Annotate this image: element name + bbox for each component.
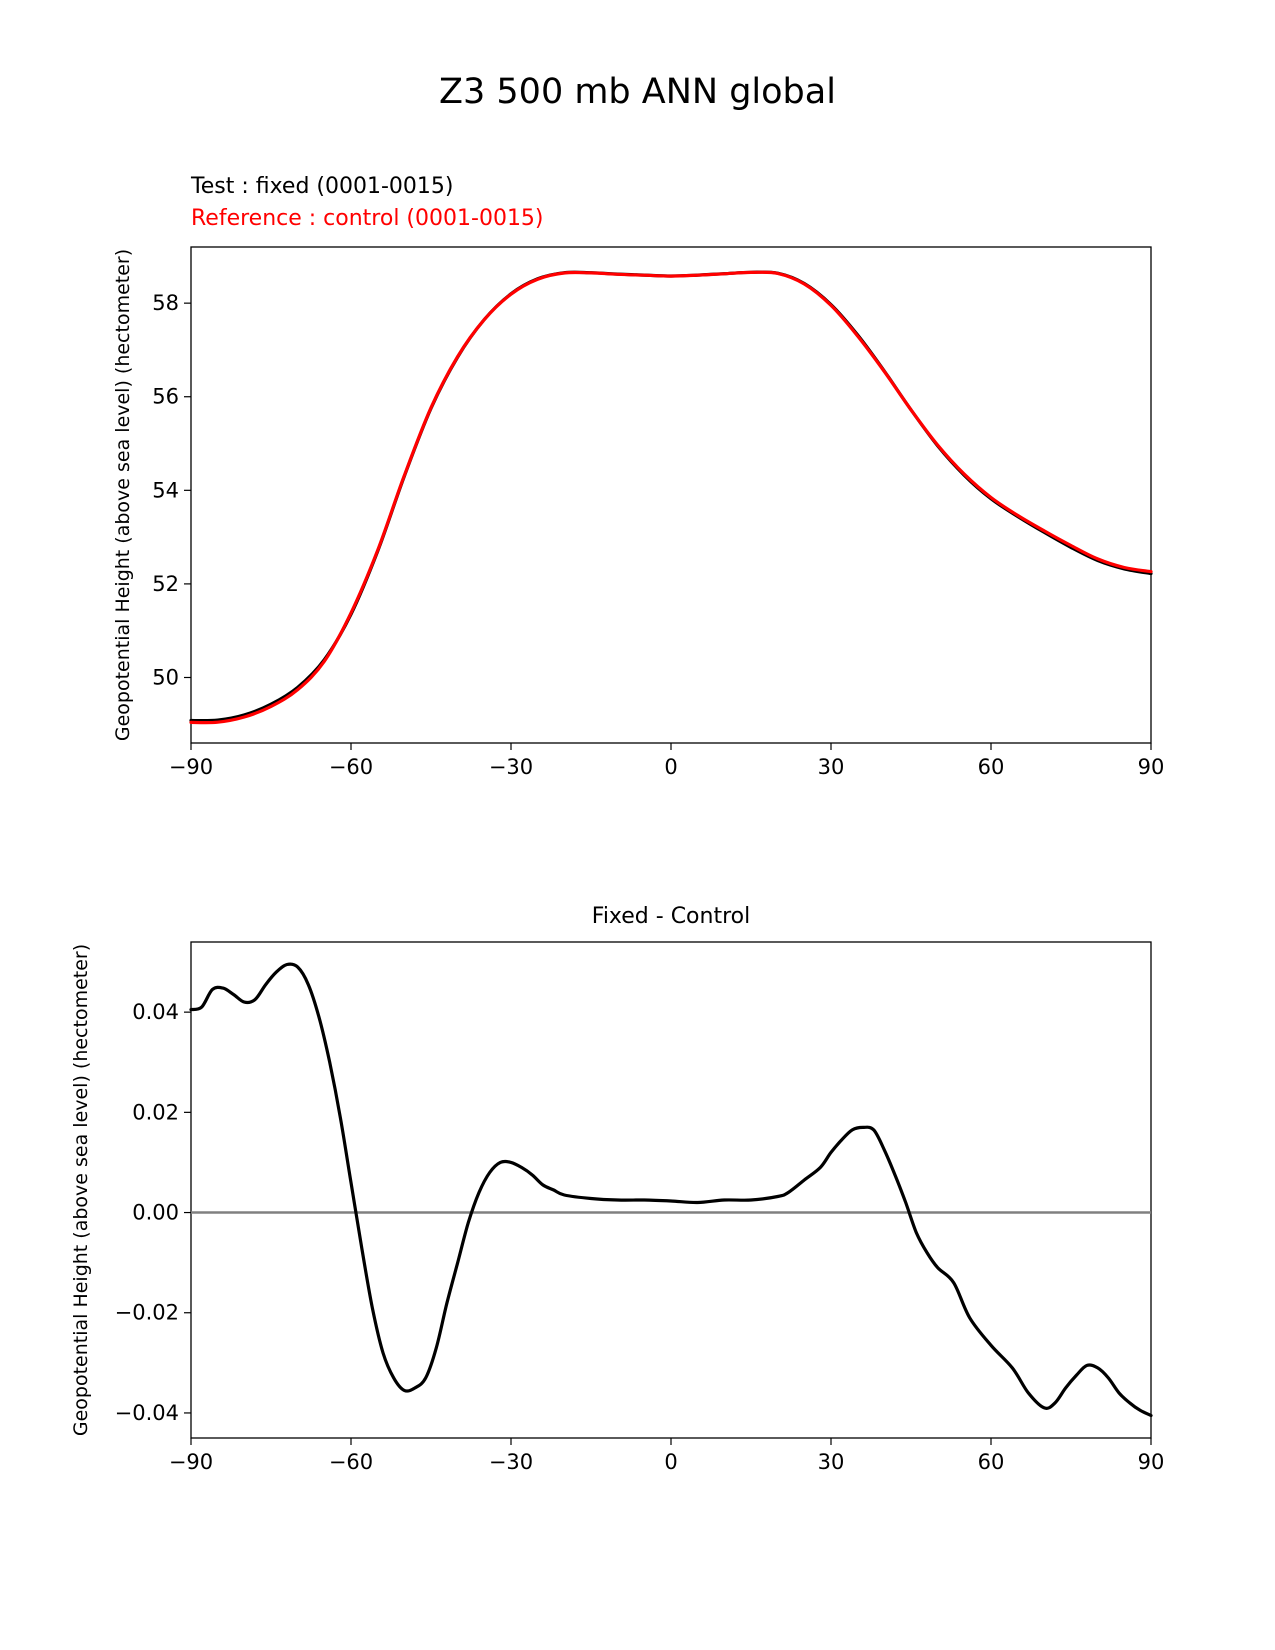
bottom-ytick-label: −0.04 bbox=[115, 1401, 179, 1425]
bottom-xtick-label: 60 bbox=[978, 1450, 1005, 1474]
top-ytick-label: 50 bbox=[152, 665, 179, 689]
top-xtick-label: −60 bbox=[329, 755, 373, 779]
figure-title: Z3 500 mb ANN global bbox=[439, 72, 836, 112]
bottom-ytick-label: 0.04 bbox=[132, 1000, 179, 1024]
top-xtick-label: 30 bbox=[818, 755, 845, 779]
bottom-ytick-label: −0.02 bbox=[115, 1301, 179, 1325]
top-ytick-label: 56 bbox=[152, 385, 179, 409]
top-xtick-label: −30 bbox=[489, 755, 533, 779]
bottom-ytick-label: 0.02 bbox=[132, 1100, 179, 1124]
test-legend-label: Test : fixed (0001-0015) bbox=[191, 174, 454, 199]
top-xtick-label: 60 bbox=[978, 755, 1005, 779]
bottom-xtick-label: 90 bbox=[1138, 1450, 1165, 1474]
top-series-line-1 bbox=[189, 270, 1153, 725]
bottom-xtick-label: −60 bbox=[329, 1450, 373, 1474]
top-xtick-label: 90 bbox=[1138, 755, 1165, 779]
bottom-xtick-label: 0 bbox=[664, 1450, 677, 1474]
top-ytick-label: 58 bbox=[152, 291, 179, 315]
bottom-xtick-label: 30 bbox=[818, 1450, 845, 1474]
top-ytick-label: 52 bbox=[152, 572, 179, 596]
bottom-xtick-label: −90 bbox=[169, 1450, 213, 1474]
top-xtick-label: 0 bbox=[664, 755, 677, 779]
bottom-xtick-label: −30 bbox=[489, 1450, 533, 1474]
top-axes-frame bbox=[190, 246, 1152, 744]
top-series-line-0 bbox=[189, 270, 1153, 723]
top-xtick-label: −90 bbox=[169, 755, 213, 779]
bottom-ylabel: Geopotential Height (above sea level) (h… bbox=[70, 944, 92, 1436]
bottom-ytick-label: 0.00 bbox=[132, 1201, 179, 1225]
difference-panel-title: Fixed - Control bbox=[591, 904, 751, 929]
top-ylabel: Geopotential Height (above sea level) (h… bbox=[112, 249, 134, 741]
top-ytick-label: 54 bbox=[152, 478, 179, 502]
bottom-series-line-0 bbox=[189, 962, 1153, 1418]
reference-legend-label: Reference : control (0001-0015) bbox=[191, 206, 544, 231]
